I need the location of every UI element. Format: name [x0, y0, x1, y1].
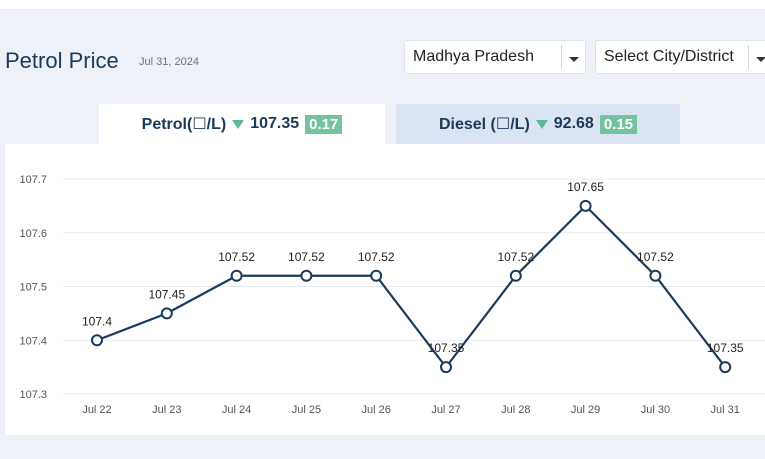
chevron-down-icon[interactable] — [756, 57, 765, 62]
price-down-icon — [535, 119, 548, 129]
y-tick-label: 107.7 — [19, 174, 47, 186]
y-tick-label: 107.3 — [19, 389, 47, 401]
data-point — [509, 269, 522, 282]
data-label: 107.4 — [82, 314, 112, 328]
price-date: Jul 31, 2024 — [139, 56, 199, 68]
top-bar — [0, 0, 765, 10]
data-label: 107.35 — [707, 341, 744, 355]
price-down-icon — [232, 119, 245, 129]
data-label: 107.45 — [148, 287, 185, 301]
tab-diesel-label: Diesel (☐/L) — [438, 116, 530, 133]
chevron-down-icon[interactable] — [569, 57, 579, 62]
x-tick-label: Jul 29 — [571, 404, 600, 416]
tab-petrol[interactable]: Petrol(☐/L) 107.35 0.17 — [99, 104, 385, 144]
data-label: 107.52 — [637, 250, 674, 264]
tab-petrol-price: 107.35 — [250, 115, 300, 132]
x-tick-label: Jul 31 — [711, 404, 740, 416]
x-tick-label: Jul 23 — [152, 404, 181, 416]
select-divider — [748, 45, 749, 69]
data-label: 107.52 — [288, 250, 325, 264]
state-select[interactable]: Madhya Pradesh — [404, 40, 586, 74]
city-select[interactable]: Select City/District — [595, 40, 765, 74]
tab-petrol-change-badge: 0.17 — [305, 114, 343, 134]
data-label: 107.52 — [218, 250, 255, 264]
data-label: 107.52 — [497, 250, 534, 264]
tab-diesel[interactable]: Diesel (☐/L) 92.68 0.15 — [396, 104, 680, 144]
data-label: 107.35 — [428, 341, 465, 355]
series-line — [96, 204, 727, 369]
data-point — [300, 269, 313, 282]
y-tick-label: 107.6 — [19, 228, 47, 240]
x-tick-label: Jul 25 — [292, 404, 321, 416]
tab-diesel-change-badge: 0.15 — [599, 114, 638, 134]
page-title: Petrol Price — [5, 48, 119, 73]
data-point — [160, 307, 173, 320]
data-point — [230, 269, 243, 282]
y-tick-label: 107.5 — [19, 282, 47, 294]
x-tick-label: Jul 24 — [222, 404, 251, 416]
price-line-chart: 107.3 107.4 107.5 107.6 107.7 Jul 22 Jul 23 Jul… — [19, 174, 765, 416]
x-tick-label: Jul 22 — [82, 404, 111, 416]
chart-panel: 107.3 107.4 107.5 107.6 107.7 Jul 22 Jul 23 Jul… — [5, 144, 765, 435]
data-point — [719, 361, 732, 374]
data-point — [649, 269, 662, 282]
y-tick-label: 107.4 — [19, 335, 47, 347]
city-select-value: Select City/District — [604, 48, 734, 65]
x-tick-label: Jul 26 — [362, 404, 391, 416]
x-tick-label: Jul 30 — [641, 404, 670, 416]
select-divider — [561, 45, 562, 69]
x-tick-label: Jul 27 — [431, 404, 460, 416]
data-label: 107.52 — [358, 250, 395, 264]
x-tick-label: Jul 28 — [501, 404, 530, 416]
data-point — [91, 334, 103, 347]
state-select-value: Madhya Pradesh — [413, 48, 534, 65]
data-label: 107.65 — [567, 180, 604, 194]
data-point — [370, 269, 383, 282]
tab-diesel-price: 92.68 — [553, 115, 594, 132]
data-point — [579, 199, 592, 212]
data-point — [440, 361, 452, 374]
tab-petrol-label: Petrol(☐/L) — [141, 116, 227, 133]
